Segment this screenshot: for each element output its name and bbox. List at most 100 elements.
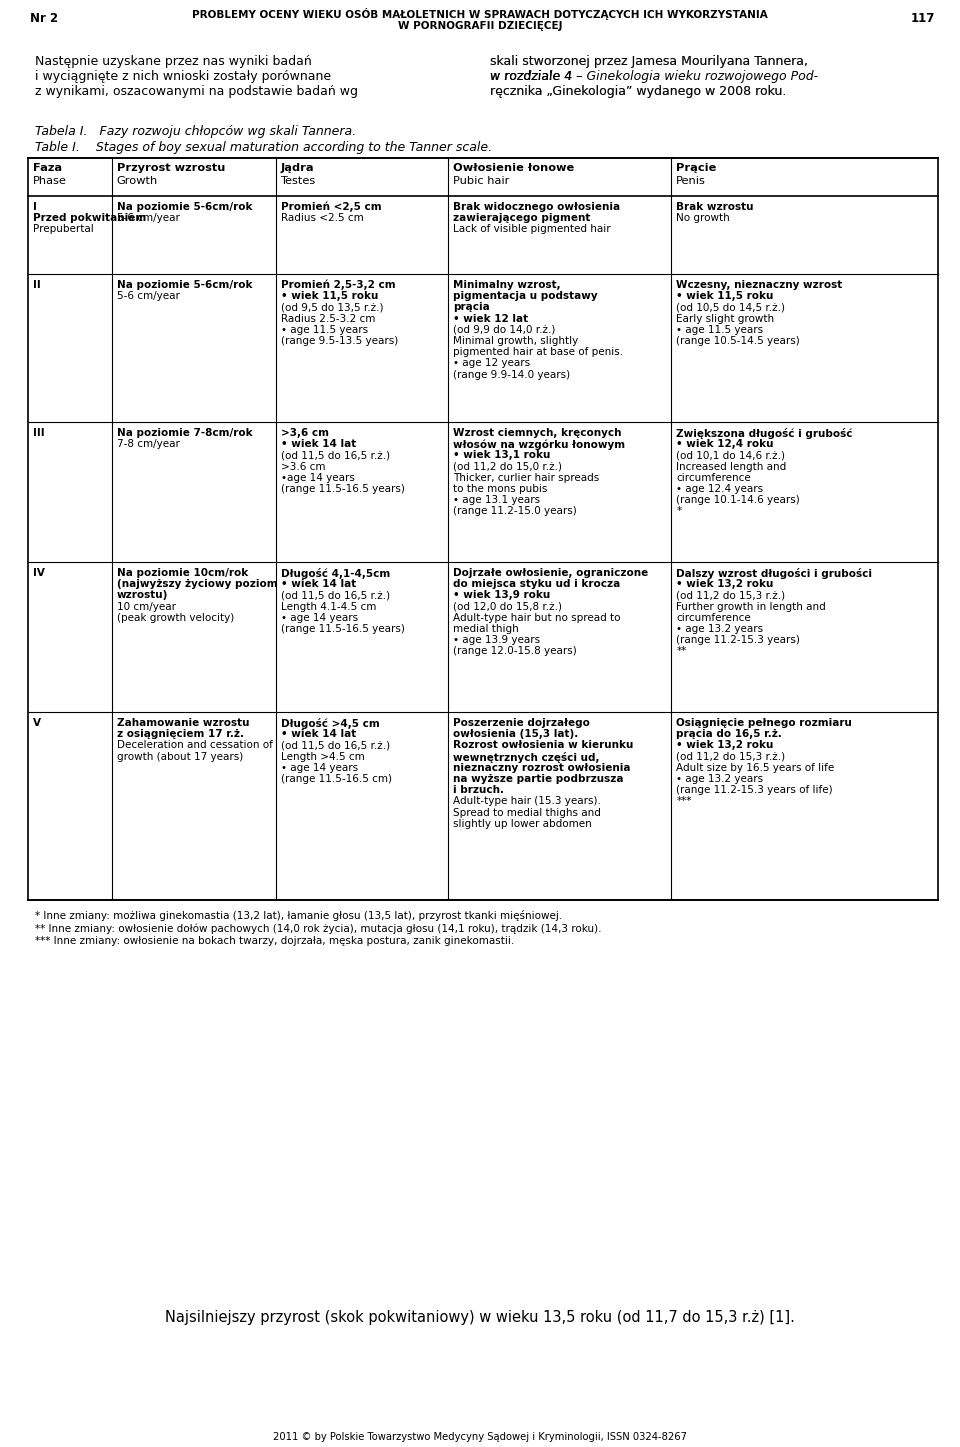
Text: ręcznika „Ginekologia” wydanego w 2008 roku.: ręcznika „Ginekologia” wydanego w 2008 r… <box>490 85 786 98</box>
Text: Jądra: Jądra <box>280 164 314 174</box>
Text: w rozdziale 4 – Ginekologia wieku rozwojowego Pod-: w rozdziale 4 – Ginekologia wieku rozwoj… <box>490 69 818 82</box>
Text: No growth: No growth <box>677 213 731 223</box>
Text: (range 9.9-14.0 years): (range 9.9-14.0 years) <box>453 369 570 379</box>
Text: * Inne zmiany: możliwa ginekomastia (13,2 lat), łamanie głosu (13,5 lat), przyro: * Inne zmiany: możliwa ginekomastia (13,… <box>35 910 563 920</box>
Text: skali stworzonej przez Jamesa Mourilyana Tannera,: skali stworzonej przez Jamesa Mourilyana… <box>490 55 808 68</box>
Text: PROBLEMY OCENY WIEKU OSÓB MAŁOLETNICH W SPRAWACH DOTYCZĄCYCH ICH WYKORZYSTANIA: PROBLEMY OCENY WIEKU OSÓB MAŁOLETNICH W … <box>192 9 768 20</box>
Text: Wczesny, nieznaczny wzrost: Wczesny, nieznaczny wzrost <box>677 281 843 289</box>
Text: włosów na wzgórku łonowym: włosów na wzgórku łonowym <box>453 440 626 450</box>
Text: pigmentacja u podstawy: pigmentacja u podstawy <box>453 291 598 301</box>
Text: wzrostu): wzrostu) <box>117 590 168 601</box>
Text: Lack of visible pigmented hair: Lack of visible pigmented hair <box>453 224 612 234</box>
Text: • age 13.2 years: • age 13.2 years <box>677 774 763 784</box>
Text: Radius 2.5-3.2 cm: Radius 2.5-3.2 cm <box>280 314 375 324</box>
Text: Na poziomie 5-6cm/rok: Na poziomie 5-6cm/rok <box>117 203 252 213</box>
Text: • age 14 years: • age 14 years <box>280 612 358 622</box>
Text: Tabela I.   Fazy rozwoju chłopców wg skali Tannera.: Tabela I. Fazy rozwoju chłopców wg skali… <box>35 124 356 137</box>
Text: • wiek 12 lat: • wiek 12 lat <box>453 314 529 324</box>
Text: • wiek 13,2 roku: • wiek 13,2 roku <box>677 741 774 751</box>
Text: Nr 2: Nr 2 <box>30 12 59 25</box>
Text: (range 10.5-14.5 years): (range 10.5-14.5 years) <box>677 336 800 346</box>
Text: circumference: circumference <box>677 473 751 483</box>
Text: • age 11.5 years: • age 11.5 years <box>280 324 368 334</box>
Text: i wyciągnięte z nich wnioski zostały porównane: i wyciągnięte z nich wnioski zostały por… <box>35 69 331 82</box>
Text: *** Inne zmiany: owłosienie na bokach twarzy, dojrzała, męska postura, zanik gin: *** Inne zmiany: owłosienie na bokach tw… <box>35 936 515 946</box>
Text: i brzuch.: i brzuch. <box>453 786 504 796</box>
Text: Length 4.1-4.5 cm: Length 4.1-4.5 cm <box>280 602 376 612</box>
Text: Na poziomie 5-6cm/rok: Na poziomie 5-6cm/rok <box>117 281 252 289</box>
Text: >3,6 cm: >3,6 cm <box>280 428 328 438</box>
Text: (od 10,5 do 14,5 r.ż.): (od 10,5 do 14,5 r.ż.) <box>677 302 785 313</box>
Text: slightly up lower abdomen: slightly up lower abdomen <box>453 819 592 829</box>
Text: • age 13.1 years: • age 13.1 years <box>453 495 540 505</box>
Text: • wiek 14 lat: • wiek 14 lat <box>280 579 356 589</box>
Text: (range 11.5-16.5 years): (range 11.5-16.5 years) <box>280 483 404 493</box>
Text: w rozdziale 4 –: w rozdziale 4 – <box>490 69 587 82</box>
Text: • wiek 14 lat: • wiek 14 lat <box>280 729 356 739</box>
Text: (od 12,0 do 15,8 r.ż.): (od 12,0 do 15,8 r.ż.) <box>453 602 563 612</box>
Text: Length >4.5 cm: Length >4.5 cm <box>280 751 364 761</box>
Text: Testes: Testes <box>280 177 316 187</box>
Text: prącia do 16,5 r.ż.: prącia do 16,5 r.ż. <box>677 729 782 739</box>
Text: Długość 4,1-4,5cm: Długość 4,1-4,5cm <box>280 569 390 579</box>
Text: nieznaczny rozrost owłosienia: nieznaczny rozrost owłosienia <box>453 763 631 773</box>
Text: na wyższe partie podbrzusza: na wyższe partie podbrzusza <box>453 774 624 784</box>
Text: 7-8 cm/year: 7-8 cm/year <box>117 440 180 449</box>
Text: zawierającego pigment: zawierającego pigment <box>453 213 590 223</box>
Text: *: * <box>677 506 682 517</box>
Text: (range 9.5-13.5 years): (range 9.5-13.5 years) <box>280 336 397 346</box>
Text: Pubic hair: Pubic hair <box>453 177 510 187</box>
Text: (range 11.5-16.5 years): (range 11.5-16.5 years) <box>280 624 404 634</box>
Text: Owłosienie łonowe: Owłosienie łonowe <box>453 164 575 174</box>
Text: 5-6 cm/year: 5-6 cm/year <box>117 291 180 301</box>
Text: Phase: Phase <box>33 177 67 187</box>
Text: (range 11.2-15.3 years): (range 11.2-15.3 years) <box>677 635 801 645</box>
Text: Early slight growth: Early slight growth <box>677 314 775 324</box>
Text: prącia: prącia <box>453 302 491 313</box>
Text: Spread to medial thighs and: Spread to medial thighs and <box>453 807 601 818</box>
Text: • age 14 years: • age 14 years <box>280 763 358 773</box>
Text: Increased length and: Increased length and <box>677 462 786 472</box>
Text: Thicker, curlier hair spreads: Thicker, curlier hair spreads <box>453 473 600 483</box>
Text: (od 11,5 do 16,5 r.ż.): (od 11,5 do 16,5 r.ż.) <box>280 741 390 751</box>
Text: to the mons pubis: to the mons pubis <box>453 483 548 493</box>
Text: (od 11,2 do 15,0 r.ż.): (od 11,2 do 15,0 r.ż.) <box>453 462 563 472</box>
Text: ** Inne zmiany: owłosienie dołów pachowych (14,0 rok życia), mutacja głosu (14,1: ** Inne zmiany: owłosienie dołów pachowy… <box>35 923 602 933</box>
Text: 2011 © by Polskie Towarzystwo Medycyny Sądowej i Kryminologii, ISSN 0324-8267: 2011 © by Polskie Towarzystwo Medycyny S… <box>273 1433 687 1443</box>
Text: Minimalny wzrost,: Minimalny wzrost, <box>453 281 561 289</box>
Text: Adult-type hair (15.3 years).: Adult-type hair (15.3 years). <box>453 796 601 806</box>
Text: • age 13.9 years: • age 13.9 years <box>453 635 540 645</box>
Text: ręcznika „Ginekologia” wydanego w 2008 roku.: ręcznika „Ginekologia” wydanego w 2008 r… <box>490 85 786 98</box>
Text: Table I.    Stages of boy sexual maturation according to the Tanner scale.: Table I. Stages of boy sexual maturation… <box>35 140 492 153</box>
Text: (od 11,5 do 16,5 r.ż.): (od 11,5 do 16,5 r.ż.) <box>280 590 390 601</box>
Text: z wynikami, oszacowanymi na podstawie badań wg: z wynikami, oszacowanymi na podstawie ba… <box>35 85 358 98</box>
Text: (od 9,5 do 13,5 r.ż.): (od 9,5 do 13,5 r.ż.) <box>280 302 383 313</box>
Text: Zwiększona długość i grubość: Zwiększona długość i grubość <box>677 428 852 438</box>
Text: Growth: Growth <box>117 177 158 187</box>
Text: •age 14 years: •age 14 years <box>280 473 354 483</box>
Text: Przyrost wzrostu: Przyrost wzrostu <box>117 164 225 174</box>
Text: Radius <2.5 cm: Radius <2.5 cm <box>280 213 363 223</box>
Text: Prepubertal: Prepubertal <box>33 224 94 234</box>
Text: Adult-type hair but no spread to: Adult-type hair but no spread to <box>453 612 621 622</box>
Text: (range 11.2-15.3 years of life): (range 11.2-15.3 years of life) <box>677 786 833 796</box>
Text: • age 12.4 years: • age 12.4 years <box>677 483 763 493</box>
Text: (od 11,5 do 16,5 r.ż.): (od 11,5 do 16,5 r.ż.) <box>280 450 390 460</box>
Text: • wiek 11,5 roku: • wiek 11,5 roku <box>677 291 774 301</box>
Text: pigmented hair at base of penis.: pigmented hair at base of penis. <box>453 347 624 357</box>
Text: owłosienia (15,3 lat).: owłosienia (15,3 lat). <box>453 729 579 739</box>
Text: W PORNOGRAFII DZIECIĘCEJ: W PORNOGRAFII DZIECIĘCEJ <box>397 22 563 30</box>
Text: (od 10,1 do 14,6 r.ż.): (od 10,1 do 14,6 r.ż.) <box>677 450 785 460</box>
Text: 5-6 cm/year: 5-6 cm/year <box>117 213 180 223</box>
Text: I: I <box>33 203 36 213</box>
Text: • wiek 14 lat: • wiek 14 lat <box>280 440 356 449</box>
Text: Penis: Penis <box>677 177 707 187</box>
Text: IV: IV <box>33 569 45 577</box>
Text: growth (about 17 years): growth (about 17 years) <box>117 751 243 761</box>
Text: (range 12.0-15.8 years): (range 12.0-15.8 years) <box>453 647 577 657</box>
Text: Na poziomie 7-8cm/rok: Na poziomie 7-8cm/rok <box>117 428 252 438</box>
Text: >3.6 cm: >3.6 cm <box>280 462 325 472</box>
Text: II: II <box>33 281 40 289</box>
Text: do miejsca styku ud i krocza: do miejsca styku ud i krocza <box>453 579 621 589</box>
Text: (od 9,9 do 14,0 r.ż.): (od 9,9 do 14,0 r.ż.) <box>453 324 556 334</box>
